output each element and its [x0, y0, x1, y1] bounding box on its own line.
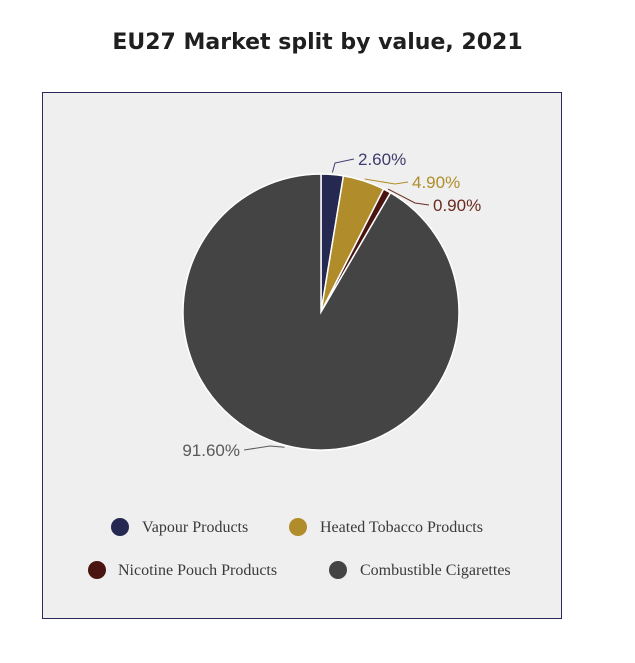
- chart-title: EU27 Market split by value, 2021: [112, 30, 523, 55]
- legend-entry: Heated Tobacco Products: [320, 519, 483, 536]
- leader-line: [243, 445, 285, 451]
- legend-entry: Combustible Cigarettes: [360, 562, 511, 579]
- data-label: 0.90%: [433, 196, 481, 215]
- leader-line: [364, 178, 409, 185]
- legend-marker: [111, 518, 129, 536]
- data-label: 91.60%: [182, 441, 240, 460]
- legend-marker: [329, 561, 347, 579]
- data-label: 2.60%: [358, 150, 406, 169]
- legend-marker: [88, 561, 106, 579]
- pie-slice-combustible-cigarettes: [182, 173, 460, 451]
- legend-marker: [289, 518, 307, 536]
- legend-entry: Vapour Products: [142, 519, 248, 536]
- leader-line: [387, 188, 430, 206]
- leader-line: [331, 158, 355, 173]
- data-label: 4.90%: [412, 173, 460, 192]
- legend-entry: Nicotine Pouch Products: [118, 562, 277, 579]
